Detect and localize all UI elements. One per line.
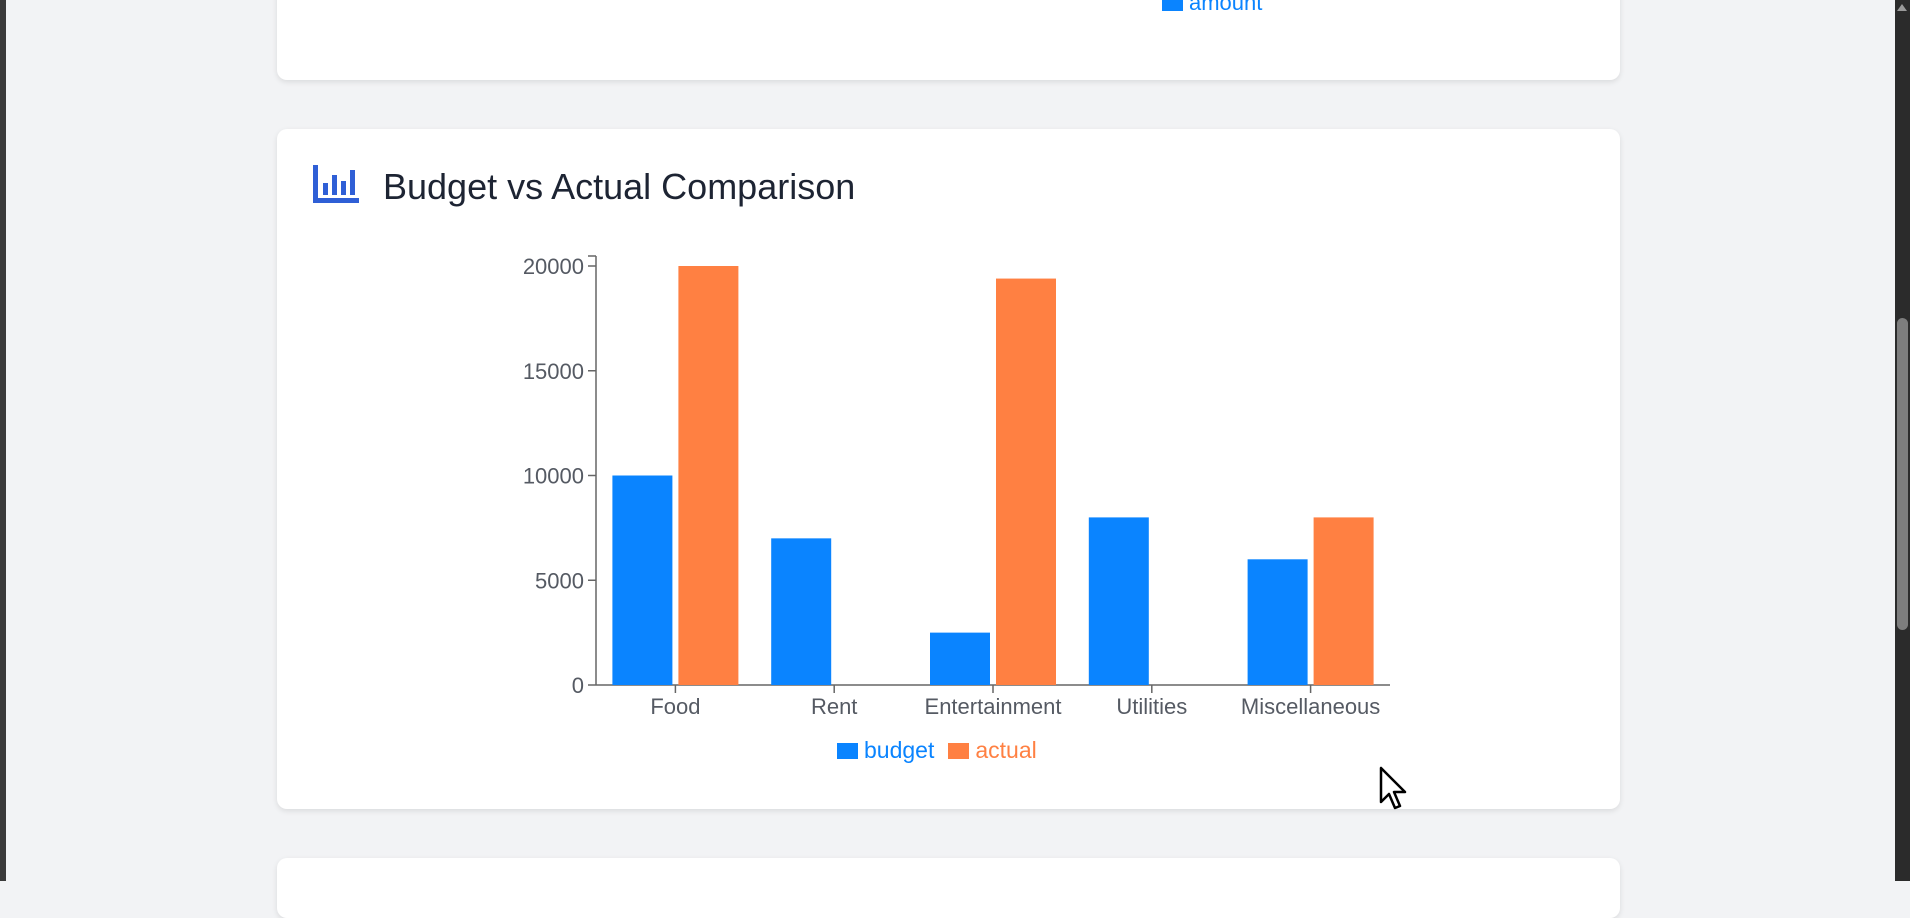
actual-legend-label: actual <box>975 737 1037 763</box>
bar-chart: 0 5000 10000 15000 20000 Food Rent Entertainmen… <box>523 254 1390 719</box>
amount-legend-swatch <box>1162 0 1183 11</box>
budget-legend-swatch <box>837 742 858 759</box>
y-tick-label: 15000 <box>523 359 584 384</box>
x-tick-label: Miscellaneous <box>1241 694 1380 719</box>
legend-item-actual[interactable]: actual <box>948 737 1037 764</box>
x-tick-label: Entertainment <box>925 694 1062 719</box>
scrollbar[interactable] <box>1895 0 1910 881</box>
x-tick-label: Utilities <box>1116 694 1187 719</box>
bar-budget-food <box>612 475 673 685</box>
scrollbar-thumb[interactable] <box>1897 318 1908 630</box>
x-tick-label: Rent <box>811 694 857 719</box>
budget-vs-actual-card: Budget vs Actual Comparison 0 5000 10000 15… <box>277 129 1620 809</box>
bar-budget-utilities <box>1088 517 1149 685</box>
actual-legend-swatch <box>948 742 970 759</box>
card-header: Budget vs Actual Comparison <box>313 165 855 208</box>
bar-actual-entertainment <box>996 278 1056 685</box>
bar-budget-rent <box>771 538 832 685</box>
bar-chart-icon <box>313 165 359 208</box>
card-title: Budget vs Actual Comparison <box>383 165 856 207</box>
y-tick-label: 5000 <box>535 568 584 593</box>
bar-actual-miscellaneous <box>1313 517 1374 685</box>
next-card <box>277 858 1620 918</box>
amount-legend-label: amount <box>1189 0 1263 15</box>
prev-chart-legend: amount <box>1162 0 1262 16</box>
x-tick-label: Food <box>650 694 700 719</box>
chart-legend: budget actual <box>837 737 1037 764</box>
mouse-cursor-icon <box>1379 766 1409 817</box>
bar-actual-food <box>678 266 739 685</box>
bar-budget-entertainment <box>930 632 990 685</box>
previous-chart-card: amount <box>277 0 1620 80</box>
y-tick-label: 20000 <box>523 254 584 279</box>
y-tick-label: 10000 <box>523 464 584 489</box>
scroll-up-arrow-icon[interactable] <box>1897 4 1907 11</box>
y-tick-label: 0 <box>572 673 584 698</box>
bar-budget-miscellaneous <box>1247 559 1308 685</box>
window-edge <box>0 0 6 881</box>
budget-legend-label: budget <box>864 737 935 763</box>
legend-item-budget[interactable]: budget <box>837 737 934 764</box>
